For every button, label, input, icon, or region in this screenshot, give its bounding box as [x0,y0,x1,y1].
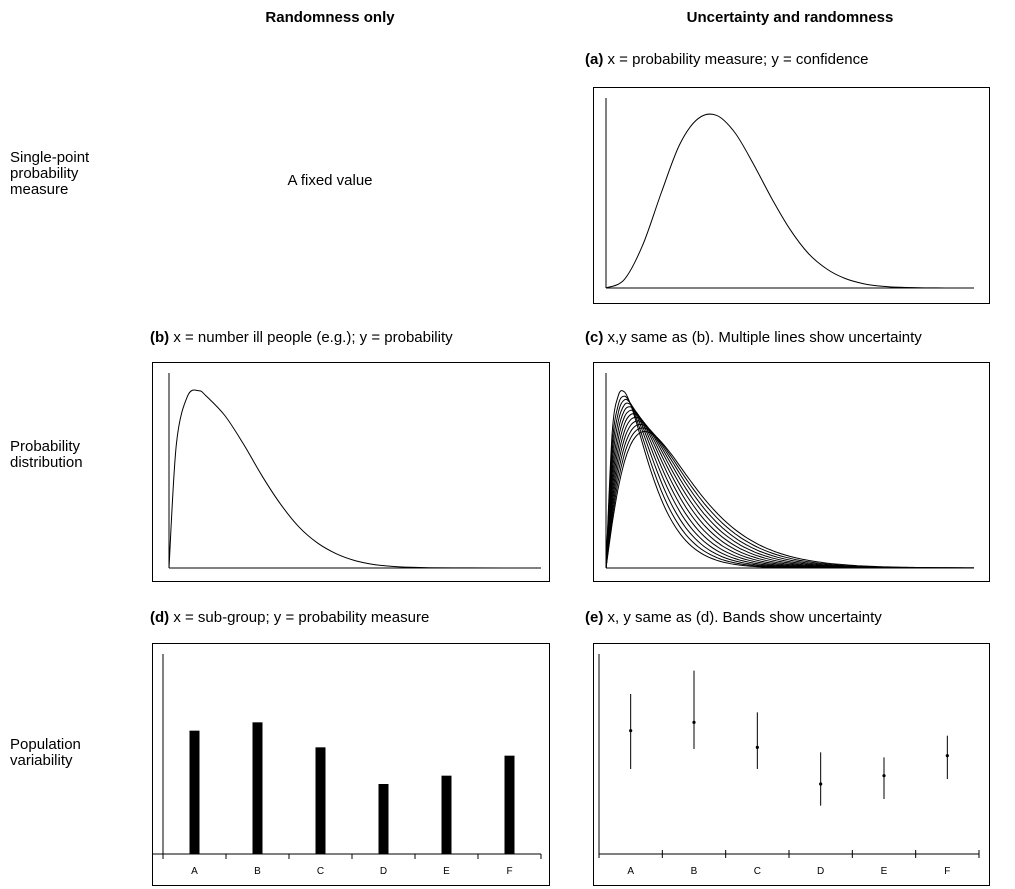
x-tick-label: E [443,866,450,877]
row-label-population: Population variability [10,737,81,769]
caption-a: (a) x = probability measure; y = confide… [585,51,869,68]
row-label-line: Single-point [10,149,90,166]
panel-b [152,362,550,582]
x-tick-label: E [881,866,888,877]
x-tick-label: A [627,866,634,877]
point-A [629,729,633,733]
x-tick-label: C [317,866,324,877]
uncertainty-curve [605,406,974,569]
uncertainty-curve [605,402,974,569]
bar-A [189,730,200,854]
point-F [945,754,949,758]
column-header-randomness-only: Randomness only [265,9,395,26]
bar-B [252,722,263,854]
caption-d: (d) x = sub-group; y = probability measu… [150,609,429,626]
distribution-curve [168,389,541,569]
x-tick-label: D [817,866,824,877]
row-label-distribution: Probability distribution [10,439,83,471]
panel-a [593,87,990,304]
caption-b: (b) x = number ill people (e.g.); y = pr… [150,329,453,346]
chart-a-svg [605,98,974,289]
point-D [819,782,823,786]
x-tick-label: A [191,866,198,877]
row-label-line: distribution [10,454,83,471]
chart-b-svg [168,373,541,569]
caption-text: x, y same as (d). Bands show uncertainty [603,609,882,626]
distribution-curve [605,113,974,289]
x-tick-label: D [380,866,387,877]
caption-text: x = sub-group; y = probability measure [169,609,430,626]
caption-text: x = probability measure; y = confidence [603,51,869,68]
x-tick-label: B [254,866,261,877]
x-tick-label: B [691,866,698,877]
row-label-line: variability [10,752,73,769]
panel-e: A B C D E F [593,643,990,886]
fixed-value-text: A fixed value [287,172,373,189]
caption-e: (e) x, y same as (d). Bands show uncerta… [585,609,882,626]
uncertainty-curve [605,398,974,569]
panel-d: A B C D E F [152,643,550,886]
point-B [692,720,696,724]
bar-E [441,775,452,854]
chart-d-svg: A B C D E F [153,654,542,877]
caption-tag: (a) [585,51,604,68]
row-label-single-point: Single-point probability measure [10,150,89,198]
caption-c: (c) x,y same as (b). Multiple lines show… [585,329,922,346]
uncertainty-curve [605,390,974,569]
x-tick-label: C [754,866,761,877]
caption-text: x = number ill people (e.g.); y = probab… [169,329,453,346]
x-tick-label: F [506,866,512,877]
x-tick-label: F [944,866,950,877]
point-E [882,774,886,778]
row-label-line: probability [10,165,79,182]
chart-e-svg: A B C D E F [598,654,980,877]
chart-c-svg [605,373,974,569]
bar-F [504,755,515,854]
panel-c [593,362,990,582]
caption-tag: (e) [585,609,604,626]
uncertainty-curve [605,430,974,569]
uncertainty-curve [605,416,974,569]
row-label-line: measure [10,181,69,198]
bar-D [378,784,389,854]
caption-tag: (d) [150,609,170,626]
row-label-line: Population [10,736,81,753]
caption-tag: (c) [585,329,604,346]
bar-C [315,747,326,854]
row-label-line: Probability [10,438,81,455]
caption-tag: (b) [150,329,170,346]
column-header-uncertainty-and-randomness: Uncertainty and randomness [686,9,894,26]
caption-text: x,y same as (b). Multiple lines show unc… [603,329,922,346]
uncertainty-curve [605,409,974,569]
point-C [755,745,759,749]
